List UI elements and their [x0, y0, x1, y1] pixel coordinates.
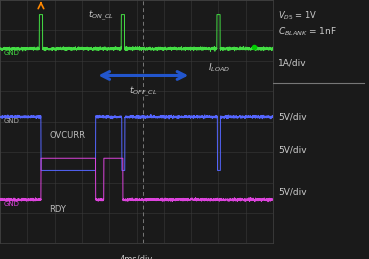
- Text: GND: GND: [4, 118, 20, 124]
- Text: 4ms/div: 4ms/div: [120, 255, 153, 259]
- Text: GND: GND: [4, 50, 20, 56]
- Text: $I_{LOAD}$: $I_{LOAD}$: [207, 62, 230, 74]
- Text: $C_{BLANK}$ = 1nF: $C_{BLANK}$ = 1nF: [278, 25, 337, 38]
- Text: 5V/div: 5V/div: [278, 145, 307, 154]
- Text: $V_{D5}$ = 1V: $V_{D5}$ = 1V: [278, 10, 317, 22]
- Text: OVCURR: OVCURR: [49, 131, 85, 140]
- Text: $t_{ON\_CL}$: $t_{ON\_CL}$: [88, 9, 114, 23]
- Text: 5V/div: 5V/div: [278, 188, 307, 197]
- Text: $t_{OFF\_CL}$: $t_{OFF\_CL}$: [129, 84, 158, 98]
- Text: GND: GND: [4, 201, 20, 207]
- Text: RDY: RDY: [49, 205, 66, 214]
- Text: 1A/div: 1A/div: [278, 59, 307, 68]
- Text: 5V/div: 5V/div: [278, 112, 307, 121]
